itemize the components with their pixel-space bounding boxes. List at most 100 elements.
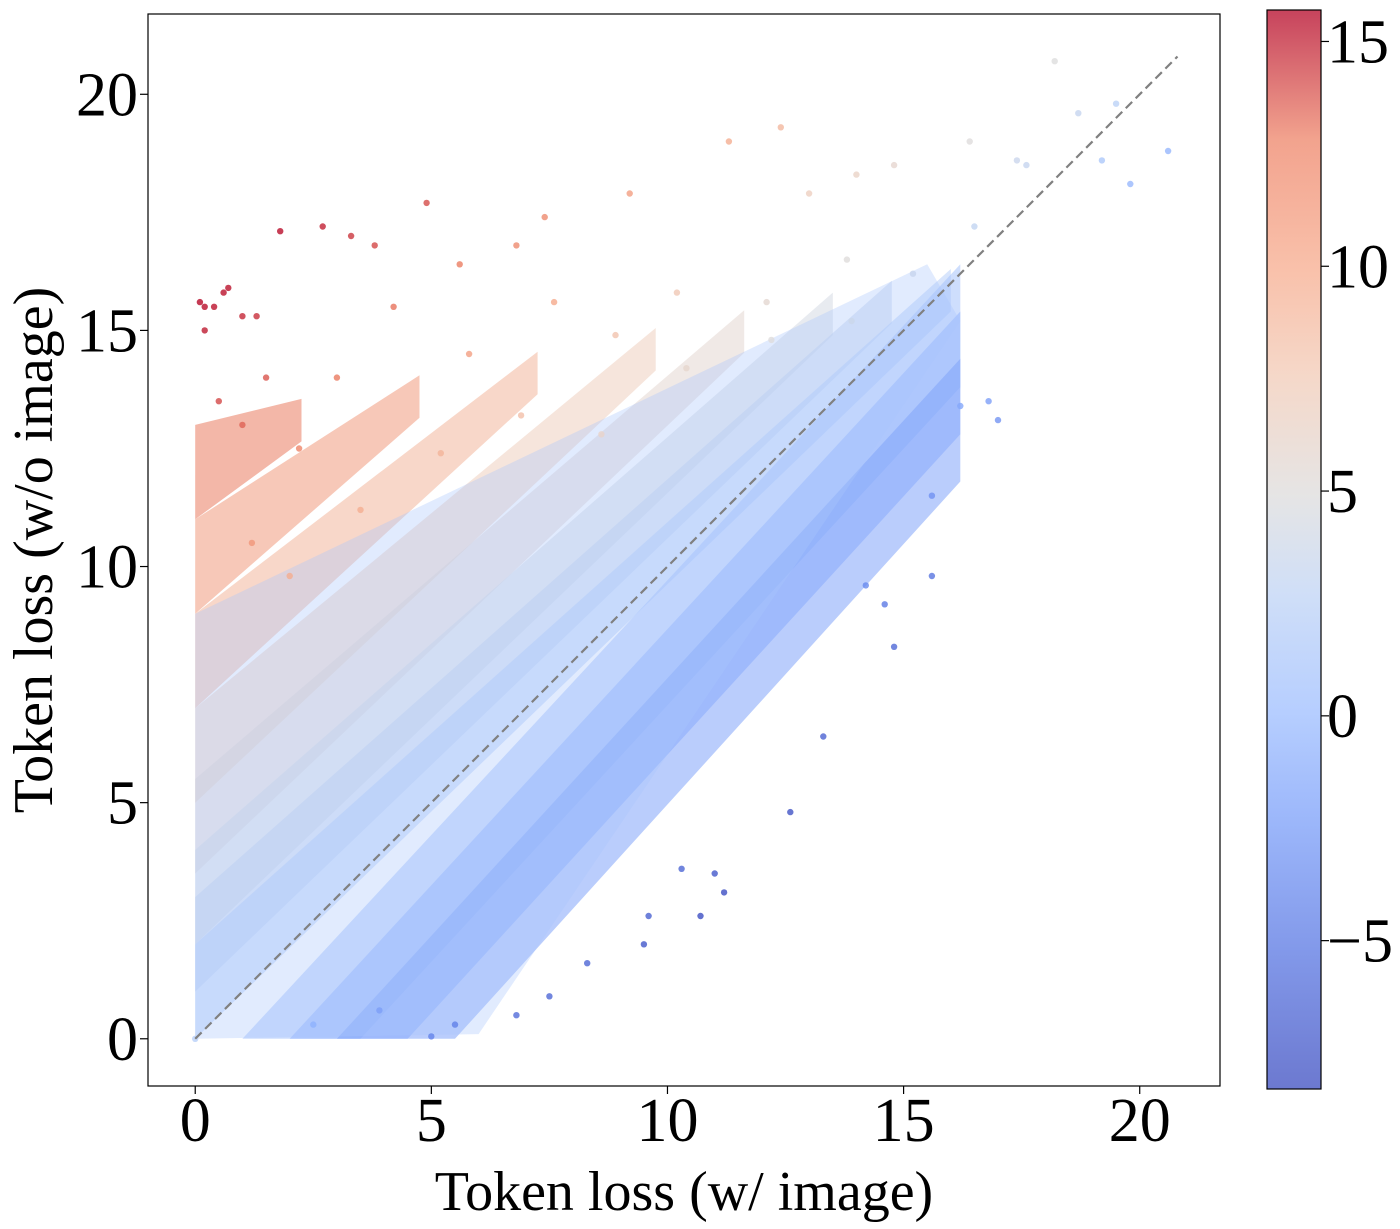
scatter-point bbox=[768, 336, 775, 344]
scatter-point bbox=[645, 912, 652, 920]
colorbar-ticks: −5 0 5 10 15 bbox=[1321, 8, 1393, 976]
scatter-point bbox=[239, 313, 246, 320]
scatter-point bbox=[909, 270, 917, 277]
scatter-point bbox=[201, 303, 208, 310]
scatter-point bbox=[248, 539, 256, 547]
scatter-point bbox=[310, 1021, 317, 1028]
scatter-point bbox=[890, 161, 898, 169]
x-axis-title: Token loss (w/ image) bbox=[435, 1161, 933, 1223]
scatter-point bbox=[333, 374, 341, 381]
scatter-point bbox=[985, 398, 992, 405]
scatter-point bbox=[805, 190, 813, 197]
scatter-point bbox=[612, 331, 619, 339]
scatter-point bbox=[456, 261, 463, 268]
y-axis-title: Token loss (w/o image) bbox=[3, 287, 65, 813]
colorbar-frame bbox=[1266, 9, 1322, 1090]
scatter-point bbox=[683, 365, 690, 372]
density-band bbox=[195, 398, 302, 520]
x-tick-label: 10 bbox=[636, 1087, 698, 1155]
scatter-point bbox=[640, 941, 648, 948]
scatter-point bbox=[1013, 157, 1021, 164]
scatter-point bbox=[843, 256, 851, 263]
scatter-point bbox=[239, 421, 246, 429]
scatter-point bbox=[928, 572, 936, 580]
scatter-point bbox=[357, 506, 364, 514]
scatter-point bbox=[1098, 157, 1106, 164]
scatter-point bbox=[546, 993, 553, 1000]
scatter-point bbox=[928, 492, 936, 499]
density-band bbox=[195, 351, 538, 709]
y-tick-label: 0 bbox=[107, 1006, 138, 1074]
scatter-point bbox=[1023, 161, 1030, 169]
x-tick-label: 15 bbox=[873, 1087, 935, 1155]
y-tick-label: 5 bbox=[107, 770, 138, 838]
scatter-point bbox=[513, 242, 520, 249]
scatter-point bbox=[390, 303, 397, 310]
plot-area bbox=[147, 13, 1221, 1087]
scatter-point bbox=[428, 1033, 435, 1040]
scatter-point bbox=[853, 171, 860, 178]
colorbar-gradient bbox=[1267, 10, 1321, 1089]
density-core bbox=[195, 264, 961, 1039]
scatter-point bbox=[451, 1021, 459, 1028]
scatter-point bbox=[720, 889, 728, 896]
scatter-point bbox=[1127, 180, 1134, 188]
scatter-point bbox=[787, 808, 794, 816]
scatter-point bbox=[777, 124, 784, 131]
colorbar-tick-label: 10 bbox=[1327, 233, 1389, 301]
scatter-point bbox=[881, 601, 888, 608]
y-axis: 0 5 10 15 20 bbox=[76, 61, 148, 1074]
scatter-point bbox=[678, 865, 685, 872]
scatter-point bbox=[697, 912, 704, 920]
y-tick-label: 15 bbox=[76, 297, 138, 365]
scatter-point bbox=[711, 870, 718, 877]
colorbar: −5 0 5 10 15 bbox=[1266, 8, 1393, 1090]
x-axis: 0 5 10 15 20 bbox=[180, 1086, 1171, 1155]
scatter-point bbox=[673, 289, 681, 296]
scatter-points bbox=[192, 58, 1172, 1043]
scatter-point bbox=[295, 445, 303, 452]
scatter-point bbox=[994, 416, 1002, 424]
density-band bbox=[336, 358, 961, 1039]
scatter-point bbox=[550, 298, 558, 306]
density-band bbox=[289, 311, 961, 1039]
colorbar-tick-label: 15 bbox=[1327, 8, 1389, 76]
scatter-point bbox=[1112, 100, 1120, 107]
scatter-point bbox=[465, 350, 473, 358]
y-tick-label: 20 bbox=[76, 61, 138, 129]
scatter-point bbox=[598, 431, 605, 438]
scatter-point bbox=[371, 242, 378, 249]
reference-diagonal-line bbox=[194, 55, 1179, 1040]
x-tick-label: 20 bbox=[1109, 1087, 1171, 1155]
density-band bbox=[242, 264, 961, 1039]
scatter-point bbox=[820, 733, 827, 740]
scatter-point bbox=[725, 138, 733, 145]
scatter-point bbox=[210, 303, 218, 310]
colorbar-tick-label: 0 bbox=[1327, 683, 1358, 751]
scatter-point bbox=[347, 232, 355, 240]
scatter-point bbox=[1051, 58, 1058, 65]
scatter-point bbox=[201, 327, 208, 334]
scatter-point bbox=[584, 960, 591, 967]
scatter-density-cloud bbox=[195, 264, 961, 1039]
scatter-point bbox=[513, 1012, 520, 1019]
scatter-point bbox=[376, 1007, 383, 1014]
scatter-point bbox=[890, 643, 898, 650]
scatter-point bbox=[966, 138, 973, 145]
density-band bbox=[195, 269, 951, 1039]
scatter-point bbox=[423, 199, 430, 207]
colorbar-tick-label: −5 bbox=[1327, 908, 1393, 976]
scatter-point bbox=[220, 289, 227, 296]
scatter-point bbox=[277, 228, 284, 235]
scatter-point bbox=[848, 317, 855, 325]
scatter-point bbox=[286, 572, 293, 580]
scatter-point bbox=[437, 450, 444, 457]
colorbar-tick-label: 5 bbox=[1327, 458, 1358, 526]
scatter-point bbox=[541, 213, 548, 221]
y-tick-label: 10 bbox=[76, 534, 138, 602]
scatter-point bbox=[253, 313, 260, 320]
scatter-point bbox=[957, 402, 964, 410]
density-band bbox=[195, 375, 420, 614]
scatter-point bbox=[225, 284, 232, 292]
